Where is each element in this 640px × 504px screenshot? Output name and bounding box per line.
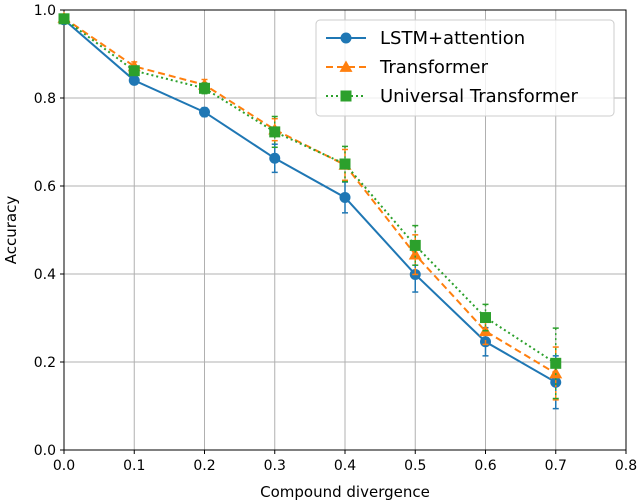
- data-point: [408, 248, 422, 260]
- y-tick-label: 0.4: [34, 267, 56, 283]
- data-point: [269, 152, 281, 164]
- y-tick-label: 1.0: [34, 3, 56, 19]
- series-layer: [57, 11, 563, 410]
- data-point: [480, 312, 491, 324]
- y-tick-label: 0.0: [34, 443, 56, 459]
- y-axis-label: Accuracy: [2, 196, 20, 265]
- data-point: [199, 82, 210, 94]
- data-point: [550, 357, 562, 369]
- data-point: [339, 158, 351, 170]
- data-point: [128, 65, 140, 77]
- x-tick-label: 0.7: [545, 458, 567, 474]
- data-point: [269, 126, 281, 138]
- x-tick-label: 0.1: [123, 458, 145, 474]
- legend-label: LSTM+attention: [380, 28, 525, 49]
- x-tick-label: 0.6: [474, 458, 496, 474]
- x-tick-label: 0.8: [615, 458, 637, 474]
- legend-marker: [339, 60, 353, 72]
- x-tick-label: 0.4: [334, 458, 356, 474]
- x-axis: 0.0 0.1 0.2 0.3 0.4 0.5 0.6 0.7 0.8: [53, 450, 637, 474]
- legend: LSTM+attention Transformer Universal Trans…: [315, 19, 615, 117]
- data-point: [549, 366, 563, 379]
- data-point: [339, 191, 351, 203]
- legend-item: LSTM+attention: [326, 28, 525, 49]
- data-point: [199, 106, 210, 118]
- legend-marker: [340, 90, 352, 102]
- legend-item: Universal Transformer: [326, 86, 578, 107]
- x-tick-label: 0.5: [404, 458, 426, 474]
- y-tick-label: 0.6: [34, 179, 56, 195]
- series-line: [63, 17, 557, 365]
- series-2: [58, 13, 562, 400]
- legend-item: Transformer: [326, 57, 489, 78]
- data-point: [409, 239, 421, 251]
- legend-box: [315, 19, 615, 117]
- legend-label: Universal Transformer: [380, 86, 578, 107]
- data-point: [128, 74, 140, 86]
- series-line: [63, 18, 557, 384]
- legend-label: Transformer: [379, 57, 489, 78]
- x-tick-label: 0.3: [264, 458, 286, 474]
- y-tick-label: 0.8: [34, 91, 56, 107]
- y-tick-label: 0.2: [34, 355, 56, 371]
- data-point: [58, 13, 70, 25]
- legend-marker: [340, 32, 352, 44]
- y-axis: 0.0 0.2 0.4 0.6 0.8 1.0: [34, 3, 64, 459]
- x-tick-label: 0.0: [53, 458, 75, 474]
- x-axis-label: Compound divergence: [260, 483, 430, 501]
- x-tick-label: 0.2: [193, 458, 215, 474]
